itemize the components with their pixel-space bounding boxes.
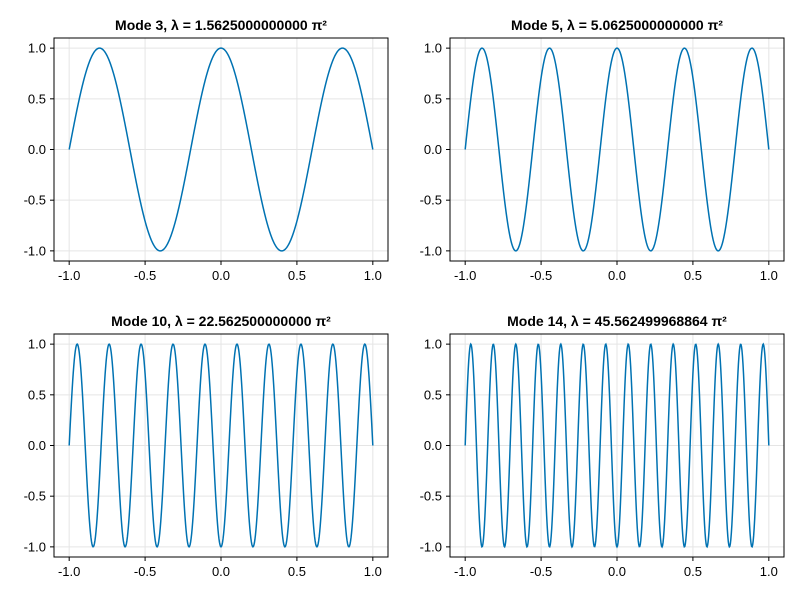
- x-tick-label: 1.0: [364, 564, 382, 579]
- y-tick-label: -1.0: [420, 243, 442, 258]
- x-tick-label: -0.5: [134, 268, 156, 283]
- y-tick-label: 0.5: [424, 387, 442, 402]
- x-tick-label: -0.5: [530, 268, 552, 283]
- x-tick-label: 0.5: [684, 268, 702, 283]
- y-tick-label: -0.5: [420, 489, 442, 504]
- x-tick-label: 0.0: [608, 564, 626, 579]
- x-tick-label: 0.5: [288, 268, 306, 283]
- y-tick-label: 0.0: [28, 142, 46, 157]
- x-tick-label: 0.0: [212, 268, 230, 283]
- x-tick-label: -0.5: [530, 564, 552, 579]
- y-tick-label: 1.0: [28, 337, 46, 352]
- x-tick-label: -1.0: [454, 564, 476, 579]
- x-tick-label: -1.0: [454, 268, 476, 283]
- y-tick-label: 0.0: [424, 438, 442, 453]
- x-tick-label: 1.0: [364, 268, 382, 283]
- x-tick-label: 1.0: [760, 268, 778, 283]
- x-tick-label: -1.0: [58, 564, 80, 579]
- y-tick-label: -0.5: [24, 489, 46, 504]
- x-tick-label: -1.0: [58, 268, 80, 283]
- x-tick-label: -0.5: [134, 564, 156, 579]
- x-tick-label: 0.0: [608, 268, 626, 283]
- y-tick-label: -1.0: [420, 539, 442, 554]
- panel-2: -1.0 -0.5 0.0 0.5 1.0 -1.0 -0.5 0.0 0.5 1.0 Mode 5…: [420, 17, 785, 283]
- panels: -1.0 -0.5 0.0 0.5 1.0 -1.0 -0.5 0.0 0.5 1.0 Mode 3…: [24, 17, 785, 579]
- y-tick-label: -0.5: [24, 193, 46, 208]
- y-tick-label: -1.0: [24, 539, 46, 554]
- y-tick-label: 0.0: [424, 142, 442, 157]
- y-tick-label: -0.5: [420, 193, 442, 208]
- y-tick-label: 0.5: [424, 91, 442, 106]
- panel-1: -1.0 -0.5 0.0 0.5 1.0 -1.0 -0.5 0.0 0.5 1.0 Mode 3…: [24, 17, 389, 283]
- series-line: [464, 342, 770, 549]
- x-tick-label: 1.0: [760, 564, 778, 579]
- panel-title: Mode 5, λ = 5.0625000000000 π²: [511, 17, 723, 33]
- panel-title: Mode 3, λ = 1.5625000000000 π²: [115, 17, 327, 33]
- y-tick-label: 0.0: [28, 438, 46, 453]
- y-tick-label: 1.0: [424, 41, 442, 56]
- y-tick-label: 0.5: [28, 91, 46, 106]
- series-line: [68, 47, 374, 252]
- series-line: [464, 47, 770, 252]
- y-tick-label: -1.0: [24, 243, 46, 258]
- y-tick-label: 1.0: [28, 41, 46, 56]
- y-tick-label: 1.0: [424, 337, 442, 352]
- panel-title: Mode 10, λ = 22.562500000000 π²: [111, 313, 331, 329]
- x-tick-label: 0.5: [288, 564, 306, 579]
- x-tick-label: 0.0: [212, 564, 230, 579]
- panel-title: Mode 14, λ = 45.562499968864 π²: [507, 313, 727, 329]
- y-tick-label: 0.5: [28, 387, 46, 402]
- panel-3: -1.0 -0.5 0.0 0.5 1.0 -1.0 -0.5 0.0 0.5 1.0 Mode 1…: [24, 313, 389, 579]
- series-line: [68, 343, 374, 548]
- x-tick-label: 0.5: [684, 564, 702, 579]
- panel-4: -1.0 -0.5 0.0 0.5 1.0 -1.0 -0.5 0.0 0.5 1.0 Mode 1…: [420, 313, 785, 579]
